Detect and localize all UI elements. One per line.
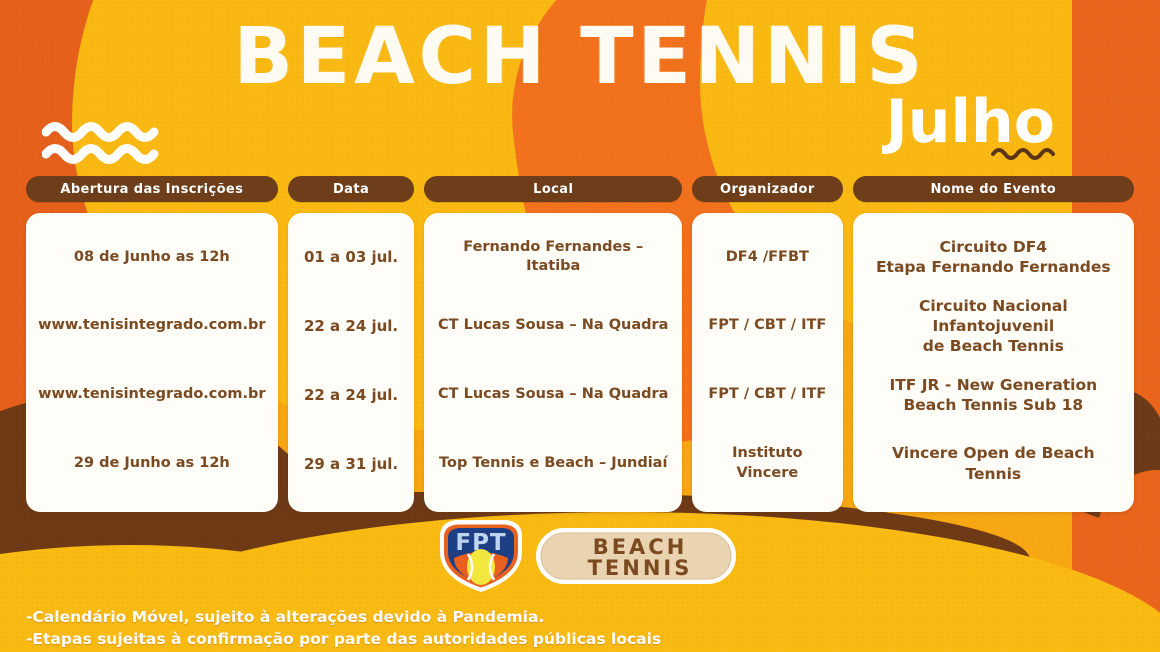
column-local: Local Fernando Fernandes – Itatiba CT Lu… bbox=[424, 176, 683, 512]
table-cell: 29 de Junho as 12h bbox=[73, 454, 230, 471]
event-line-1: ITF JR - New Generation bbox=[889, 375, 1098, 394]
table-cell: www.tenisintegrado.com.br bbox=[38, 386, 266, 403]
event-line-2: Beach Tennis Sub 18 bbox=[903, 395, 1084, 414]
table-cell: Circuito DF4 Etapa Fernando Fernandes bbox=[859, 223, 1128, 292]
table-cell: FPT / CBT / ITF bbox=[708, 386, 827, 403]
column-card-evento: Circuito DF4 Etapa Fernando Fernandes Ci… bbox=[852, 213, 1134, 512]
subtitle-squiggle-icon bbox=[991, 148, 1055, 160]
table-cell: Instituto Vincere bbox=[732, 445, 803, 481]
column-card-abertura: 08 de Junho as 12h www.tenisintegrado.co… bbox=[26, 213, 278, 512]
table-cell: 08 de Junho as 12h bbox=[73, 248, 230, 265]
table-cell: CT Lucas Sousa – Na Quadra bbox=[438, 317, 669, 334]
table-cell: ITF JR - New Generation Beach Tennis Sub… bbox=[859, 361, 1128, 430]
poster-subtitle: Julho bbox=[885, 87, 1055, 157]
table-cell: Top Tennis e Beach – Jundiaí bbox=[439, 454, 668, 471]
table-cell: Fernando Fernandes – Itatiba bbox=[463, 238, 644, 275]
column-organizador: Organizador DF4 /FFBT FPT / CBT / ITF FP… bbox=[692, 176, 843, 512]
table-cell: Circuito Nacional Infantojuvenil de Beac… bbox=[859, 292, 1128, 361]
table-cell: 22 a 24 jul. bbox=[303, 317, 399, 335]
event-line-2: de Beach Tennis bbox=[922, 337, 1064, 356]
footer-note-1: -Calendário Móvel, sujeito à alterações … bbox=[26, 608, 545, 626]
column-card-data: 01 a 03 jul. 22 a 24 jul. 22 a 24 jul. 2… bbox=[287, 213, 415, 512]
footer-notes: -Calendário Móvel, sujeito à alterações … bbox=[26, 606, 661, 651]
event-line-1: Circuito DF4 bbox=[939, 238, 1048, 257]
column-abertura: Abertura das Inscrições 08 de Junho as 1… bbox=[26, 176, 278, 512]
column-card-local: Fernando Fernandes – Itatiba CT Lucas So… bbox=[424, 213, 683, 512]
schedule-table: Abertura das Inscrições 08 de Junho as 1… bbox=[26, 176, 1134, 512]
event-line-2: Etapa Fernando Fernandes bbox=[875, 258, 1111, 277]
table-cell: DF4 /FFBT bbox=[725, 248, 809, 265]
logo-monogram: FPT bbox=[455, 530, 506, 556]
table-cell: FPT / CBT / ITF bbox=[708, 317, 827, 334]
table-cell: 22 a 24 jul. bbox=[303, 385, 399, 404]
table-cell: 29 a 31 jul. bbox=[303, 454, 399, 473]
column-header-local: Local bbox=[424, 176, 683, 202]
column-header-abertura: Abertura das Inscrições bbox=[26, 176, 278, 202]
fpt-beach-tennis-logo: BEACH TENNIS FPT bbox=[440, 520, 736, 592]
column-header-evento: Nome do Evento bbox=[852, 176, 1134, 202]
table-cell: 01 a 03 jul. bbox=[303, 248, 399, 267]
column-card-organizador: DF4 /FFBT FPT / CBT / ITF FPT / CBT / IT… bbox=[692, 213, 843, 512]
wave-lines-icon bbox=[42, 122, 159, 164]
event-line-1: Circuito Nacional Infantojuvenil bbox=[918, 296, 1068, 336]
footer-note-2: -Etapas sujeitas à confirmação por parte… bbox=[26, 630, 662, 649]
poster-title-wrap: BEACH TENNIS bbox=[0, 18, 1160, 96]
column-header-organizador: Organizador bbox=[692, 176, 843, 202]
column-header-data: Data bbox=[287, 176, 415, 202]
table-cell: www.tenisintegrado.com.br bbox=[38, 317, 266, 334]
table-cell: CT Lucas Sousa – Na Quadra bbox=[438, 386, 669, 403]
page-title: BEACH TENNIS bbox=[233, 12, 927, 102]
logo-word-tennis: TENNIS bbox=[588, 556, 693, 580]
table-cell: Vincere Open de Beach Tennis bbox=[859, 429, 1128, 498]
column-evento: Nome do Evento Circuito DF4 Etapa Fernan… bbox=[852, 176, 1134, 512]
event-line-1: Vincere Open de Beach Tennis bbox=[892, 444, 1095, 483]
column-data: Data 01 a 03 jul. 22 a 24 jul. 22 a 24 j… bbox=[287, 176, 415, 512]
